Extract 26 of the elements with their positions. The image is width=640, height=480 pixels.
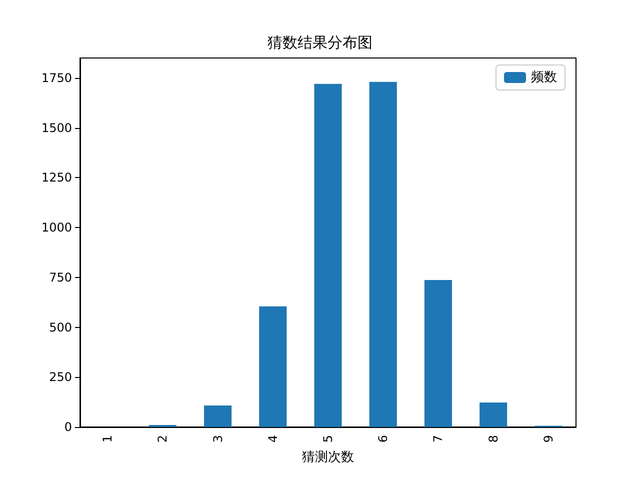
x-tick-label: 4 bbox=[266, 435, 280, 443]
y-tick-label: 250 bbox=[49, 370, 72, 384]
y-tick-label: 1250 bbox=[41, 170, 72, 185]
bar bbox=[369, 82, 397, 427]
x-axis-title: 猜测次数 bbox=[302, 450, 354, 465]
y-tick-label: 1750 bbox=[41, 70, 72, 85]
x-tick-label: 6 bbox=[376, 435, 390, 443]
bar bbox=[204, 405, 232, 427]
x-tick-label: 2 bbox=[156, 435, 170, 443]
y-tick-label: 0 bbox=[64, 420, 72, 434]
y-tick-label: 1000 bbox=[41, 220, 72, 235]
x-tick-label: 3 bbox=[210, 435, 225, 443]
x-tick-label: 5 bbox=[321, 435, 335, 443]
x-tick-label: 1 bbox=[100, 435, 115, 443]
bar bbox=[480, 402, 508, 427]
x-tick-label: 9 bbox=[541, 435, 556, 443]
y-tick-label: 500 bbox=[49, 320, 72, 334]
bar bbox=[424, 280, 452, 427]
chart-title: 猜数结果分布图 bbox=[268, 34, 372, 52]
bar bbox=[259, 306, 287, 427]
legend-label: 频数 bbox=[531, 70, 557, 85]
x-tick-label: 7 bbox=[431, 435, 446, 443]
bar bbox=[314, 84, 342, 427]
y-tick-label: 750 bbox=[49, 270, 72, 284]
y-tick-label: 1500 bbox=[41, 120, 72, 135]
x-tick-label: 8 bbox=[486, 435, 500, 443]
